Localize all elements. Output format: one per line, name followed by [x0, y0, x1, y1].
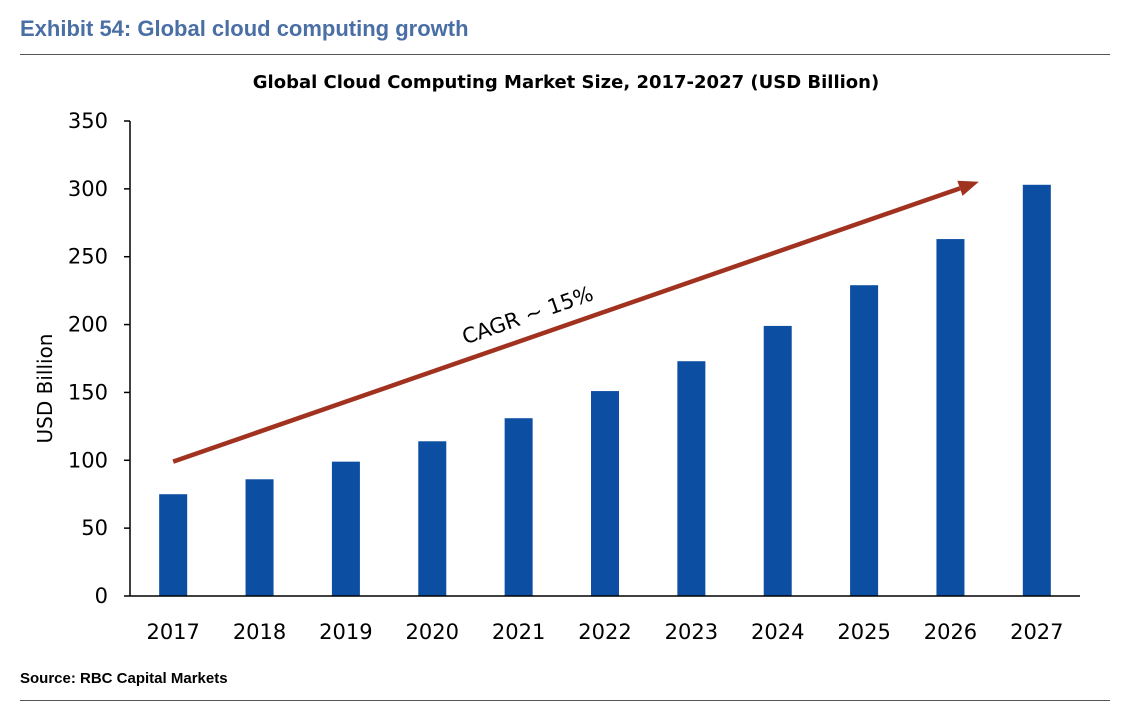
bar-2018 — [245, 479, 274, 596]
y-tick-label: 150 — [68, 380, 108, 404]
x-tick-label: 2020 — [406, 620, 459, 644]
bar-2027 — [1022, 184, 1051, 597]
y-tick-label: 300 — [68, 177, 108, 201]
x-tick-label: 2025 — [837, 620, 890, 644]
bottom-divider — [20, 700, 1110, 701]
top-divider — [20, 54, 1110, 55]
bar-2019 — [331, 461, 360, 596]
bar-2025 — [850, 285, 879, 596]
bar-2022 — [591, 391, 619, 596]
y-tick-label: 200 — [68, 313, 108, 337]
chart-title: Global Cloud Computing Market Size, 2017… — [252, 72, 880, 93]
x-tick-label: 2021 — [492, 620, 545, 644]
x-tick-label: 2022 — [578, 620, 631, 644]
cagr-arrow-head — [957, 180, 979, 196]
bars — [159, 184, 1051, 597]
y-tick-label: 250 — [68, 245, 108, 269]
x-tick-label: 2018 — [233, 620, 286, 644]
x-tick-label: 2019 — [319, 620, 372, 644]
bar-2020 — [418, 441, 447, 596]
y-tick-label: 0 — [95, 584, 108, 608]
exhibit-title: Exhibit 54: Global cloud computing growt… — [20, 16, 469, 41]
x-tick-label: 2027 — [1010, 620, 1063, 644]
x-tick-label: 2017 — [146, 620, 199, 644]
bar-2026 — [936, 239, 965, 597]
y-axis-label: USD Billion — [33, 334, 57, 444]
x-tick-label: 2026 — [924, 620, 977, 644]
bar-2023 — [677, 361, 706, 596]
x-axis-ticks: 2017 2018 2019 2020 2021 2022 2023 2024 2025 2026… — [146, 620, 1063, 644]
y-axis-ticks: 0 50 100 150 200 250 300 350 — [68, 109, 130, 608]
x-tick-label: 2023 — [665, 620, 718, 644]
source-note: Source: RBC Capital Markets — [20, 670, 228, 687]
bar-2021 — [504, 418, 533, 596]
y-tick-label: 50 — [81, 516, 108, 540]
y-tick-label: 100 — [68, 448, 108, 472]
bar-2017 — [159, 494, 188, 596]
bar-2024 — [763, 325, 792, 596]
x-tick-label: 2024 — [751, 620, 804, 644]
y-tick-label: 350 — [68, 109, 108, 133]
cagr-arrow-line — [172, 186, 961, 464]
